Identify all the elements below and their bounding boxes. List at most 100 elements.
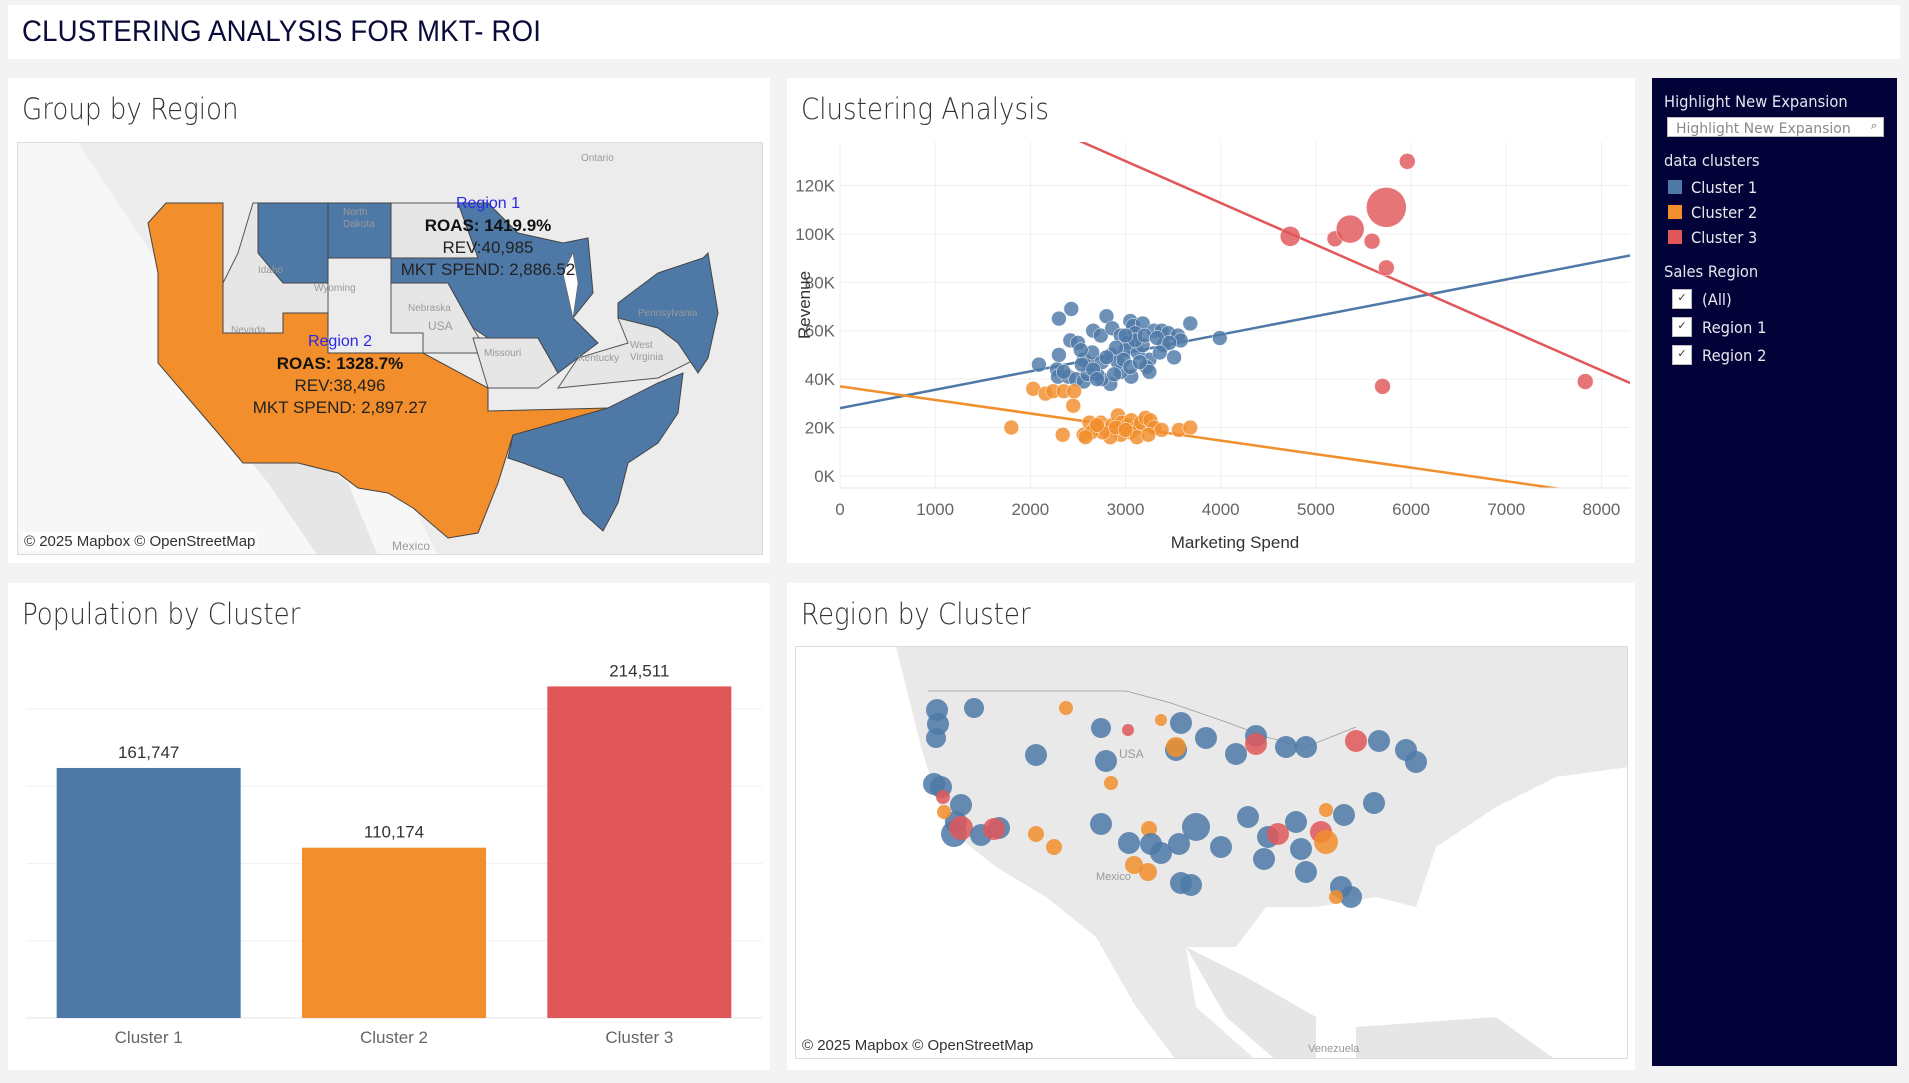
region-by-cluster-map[interactable]: USA Mexico Venezuela © 2025 Mapbox © Ope… bbox=[795, 646, 1628, 1059]
legend-item-cluster-3[interactable]: Cluster 3 bbox=[1668, 226, 1763, 248]
bar-marks bbox=[56, 686, 732, 1018]
scatter-chart[interactable]: 0 1000 2000 3000 4000 5000 6000 7000 8000 0K 20K 40… bbox=[787, 78, 1635, 563]
scatter-x-tick-label: 6000 bbox=[1392, 500, 1430, 519]
city-dot-cluster-1 bbox=[1195, 727, 1217, 749]
search-icon[interactable]: ⌕ bbox=[1870, 119, 1877, 132]
scatter-point-cluster-1 bbox=[1117, 327, 1134, 344]
city-dot-cluster-3 bbox=[983, 818, 1005, 840]
city-dot-cluster-2 bbox=[1046, 839, 1062, 855]
region-1-name: Region 1 bbox=[455, 195, 521, 212]
scatter-point-cluster-3 bbox=[1378, 259, 1395, 277]
checkbox-check-icon[interactable]: ✓ bbox=[1672, 345, 1692, 365]
highlight-search-input[interactable] bbox=[1668, 120, 1858, 138]
scatter-point-cluster-2 bbox=[1089, 417, 1105, 433]
region-1-annotation: Region 1 ROAS: 1419.9% REV:40,985 MKT SP… bbox=[388, 193, 588, 281]
group-by-region-title: Group by Region bbox=[22, 92, 239, 126]
map-label-west-virginia: West Virginia bbox=[630, 340, 664, 363]
checkbox-region-1[interactable]: ✓ Region 1 bbox=[1672, 315, 1772, 339]
city-dot-cluster-1 bbox=[1290, 838, 1312, 860]
map-attribution[interactable]: © 2025 Mapbox © OpenStreetMap bbox=[800, 1036, 1036, 1055]
city-dot-cluster-1 bbox=[1363, 792, 1385, 814]
scatter-x-axis-title: Marketing Spend bbox=[1171, 533, 1300, 552]
scatter-point-cluster-3 bbox=[1577, 373, 1594, 390]
trend-line-cluster-3 bbox=[1078, 142, 1630, 385]
scatter-point-cluster-2 bbox=[1140, 427, 1157, 443]
scatter-point-cluster-2 bbox=[1153, 422, 1170, 438]
region-2-annotation: Region 2 ROAS: 1328.7% REV:38,496 MKT SP… bbox=[240, 331, 440, 419]
city-dot-cluster-1 bbox=[1118, 832, 1140, 854]
city-dot-cluster-1 bbox=[1295, 736, 1317, 758]
scatter-trendlines bbox=[840, 142, 1630, 488]
scatter-y-tick-label: 40K bbox=[805, 370, 836, 389]
city-dot-cluster-1 bbox=[1095, 750, 1117, 772]
city-dot-cluster-1 bbox=[964, 698, 984, 718]
city-dot-cluster-1 bbox=[1368, 730, 1390, 752]
scatter-x-tick-label: 2000 bbox=[1011, 500, 1049, 519]
region-by-cluster-panel: Region by Cluster USA Mexico Venezuela ©… bbox=[787, 583, 1635, 1070]
scatter-point-cluster-1 bbox=[1051, 347, 1067, 363]
city-dot-cluster-3 bbox=[1122, 724, 1134, 736]
legend-item-cluster-1[interactable]: Cluster 1 bbox=[1668, 176, 1763, 198]
data-clusters-title: data clusters bbox=[1664, 151, 1760, 170]
scatter-y-tick-label: 0K bbox=[814, 467, 835, 486]
checkbox-label: Region 2 bbox=[1702, 345, 1767, 365]
city-dot-cluster-2 bbox=[1141, 821, 1157, 837]
checkbox-all[interactable]: ✓ (All) bbox=[1672, 287, 1734, 311]
scatter-point-cluster-1 bbox=[1051, 310, 1067, 327]
scatter-point-cluster-2 bbox=[1003, 419, 1020, 436]
filter-sidebar: Highlight New Expansion ⌕ data clusters … bbox=[1652, 78, 1897, 1066]
bar-chart[interactable]: 161,747 Cluster 1 110,174 Cluster 2 214,511 C… bbox=[8, 583, 770, 1070]
map-attribution[interactable]: © 2025 Mapbox © OpenStreetMap bbox=[22, 532, 258, 551]
sales-region-title: Sales Region bbox=[1664, 262, 1759, 281]
bar-value-label: 161,747 bbox=[118, 743, 179, 762]
bar-category-label: Cluster 3 bbox=[605, 1028, 673, 1047]
population-by-cluster-title: Population by Cluster bbox=[22, 597, 301, 631]
map-label-nevada: Nevada bbox=[231, 325, 266, 336]
scatter-point-cluster-2 bbox=[1117, 422, 1134, 438]
checkbox-check-icon[interactable]: ✓ bbox=[1672, 317, 1692, 337]
clustering-analysis-panel: Clustering Analysis 0 1000 2000 3000 4000 500… bbox=[787, 78, 1635, 563]
city-dot-cluster-3 bbox=[1267, 823, 1289, 845]
group-by-region-map[interactable]: Ontario North Dakota Idaho Wyoming Nebra… bbox=[17, 142, 763, 555]
scatter-point-cluster-1 bbox=[1212, 330, 1228, 346]
city-dot-cluster-1 bbox=[1395, 739, 1417, 761]
basemap-south-america bbox=[1356, 1017, 1554, 1058]
scatter-x-tick-label: 8000 bbox=[1583, 500, 1621, 519]
scatter-gridlines bbox=[839, 142, 1630, 488]
scatter-point-cluster-1 bbox=[1089, 371, 1105, 387]
map-label-idaho: Idaho bbox=[258, 265, 284, 276]
region-2-revenue: REV:38,496 bbox=[294, 376, 386, 395]
scatter-point-cluster-2 bbox=[1077, 429, 1094, 445]
region-1-west-shape bbox=[257, 202, 329, 284]
map-label-mexico: Mexico bbox=[392, 539, 431, 553]
city-dot-cluster-2 bbox=[937, 805, 951, 819]
highlight-search-box[interactable]: ⌕ bbox=[1667, 117, 1884, 138]
legend-item-cluster-2[interactable]: Cluster 2 bbox=[1668, 201, 1763, 223]
scatter-x-tick-label: 4000 bbox=[1202, 500, 1240, 519]
city-dot-cluster-2 bbox=[1139, 863, 1157, 881]
legend-swatch bbox=[1668, 230, 1682, 244]
city-dot-cluster-1 bbox=[926, 728, 946, 748]
checkbox-region-2[interactable]: ✓ Region 2 bbox=[1672, 343, 1772, 367]
map-label-north-dakota: North Dakota bbox=[343, 207, 375, 230]
scatter-point-cluster-1 bbox=[1152, 344, 1168, 361]
legend-label: Cluster 2 bbox=[1691, 202, 1758, 222]
population-by-cluster-panel: Population by Cluster 161,747 Cluster 1 11… bbox=[8, 583, 770, 1070]
city-dot-cluster-2 bbox=[1329, 890, 1343, 904]
region-map-svg bbox=[78, 143, 762, 554]
bar-cluster-2 bbox=[302, 847, 486, 1018]
checkbox-label: Region 1 bbox=[1702, 317, 1767, 337]
clustering-analysis-title: Clustering Analysis bbox=[801, 92, 1049, 126]
dashboard-title-bar: CLUSTERING ANALYSIS FOR MKT- ROI bbox=[8, 5, 1900, 59]
scatter-point-cluster-1 bbox=[1132, 354, 1148, 370]
city-dot-cluster-1 bbox=[1253, 848, 1275, 870]
map-label-venezuela: Venezuela bbox=[1308, 1043, 1360, 1055]
region-2-roas: ROAS: 1328.7% bbox=[276, 354, 404, 373]
city-dot-cluster-2 bbox=[1028, 826, 1044, 842]
city-dot-cluster-1 bbox=[1025, 744, 1047, 766]
region-2-name: Region 2 bbox=[307, 333, 373, 350]
bar-cluster-3 bbox=[547, 686, 732, 1018]
city-dot-cluster-1 bbox=[1091, 718, 1111, 738]
checkbox-check-icon[interactable]: ✓ bbox=[1672, 289, 1692, 309]
scatter-x-tick-label: 0 bbox=[835, 500, 844, 519]
